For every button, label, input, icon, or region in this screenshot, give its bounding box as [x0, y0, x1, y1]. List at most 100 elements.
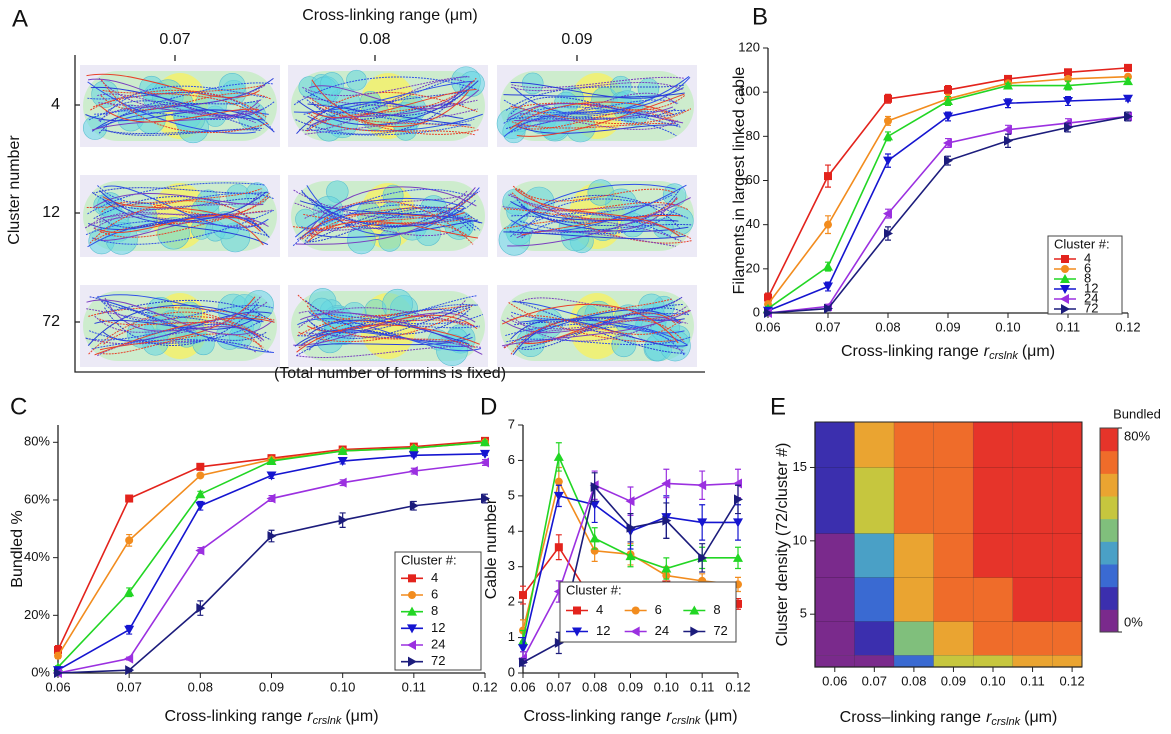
- marker: [519, 657, 528, 668]
- marker: [266, 493, 276, 504]
- y-axis-label: Cable number: [483, 498, 500, 599]
- filament: [301, 206, 481, 231]
- marker: [884, 116, 892, 125]
- marker: [408, 451, 419, 461]
- y-tick-label: 100: [738, 84, 760, 99]
- heatmap-cell: [893, 533, 934, 578]
- heatmap-cell: [893, 621, 934, 656]
- x-axis-label: Cross-linking range rcrslnk (μm): [841, 343, 1055, 362]
- filament: [503, 298, 673, 349]
- marker: [553, 491, 564, 501]
- filament: [311, 79, 469, 128]
- marker: [572, 627, 582, 637]
- heatmap-cell: [1012, 533, 1053, 578]
- filament: [87, 304, 261, 346]
- x-label-unit: (μm): [345, 708, 378, 725]
- x-tick-label: 0.11: [1056, 319, 1080, 334]
- x-tick-label: 0.10: [995, 319, 1020, 334]
- marker: [589, 533, 600, 543]
- legend-label: 24: [655, 623, 669, 638]
- x-label-subscript: crslnk: [991, 716, 1020, 728]
- filament: [102, 213, 271, 239]
- filament: [510, 315, 682, 335]
- marker: [337, 445, 348, 455]
- y-tick-label: 40: [746, 216, 760, 231]
- marker: [267, 531, 277, 542]
- legend-box: [559, 581, 737, 643]
- filament: [302, 76, 470, 96]
- marker: [196, 471, 205, 480]
- filament: [303, 110, 475, 125]
- heatmap-cell: [1012, 421, 1053, 468]
- colorbar-frame: [1099, 427, 1119, 633]
- marker: [1061, 265, 1069, 273]
- filament: [99, 190, 267, 222]
- legend-label: 72: [1084, 300, 1098, 315]
- legend-label: 12: [1084, 280, 1098, 295]
- row-label: 72: [42, 313, 60, 330]
- filament: [300, 312, 483, 355]
- marker: [824, 172, 832, 181]
- filament: [103, 185, 269, 229]
- heatmap-cell: [814, 467, 855, 534]
- filament: [310, 88, 477, 119]
- filament: [510, 105, 692, 125]
- y-tick-label: 4: [508, 523, 515, 538]
- marker: [625, 496, 635, 507]
- marker: [266, 471, 277, 481]
- x-tick-label: 0.06: [45, 679, 70, 694]
- x-tick-label: 0.10: [330, 679, 355, 694]
- colorbar-tick-label: 80%: [1124, 428, 1150, 443]
- filament: [306, 77, 477, 132]
- filament: [511, 187, 682, 227]
- filament: [510, 82, 684, 92]
- filament: [505, 323, 676, 344]
- x-tick-label: 0.10: [654, 679, 679, 694]
- filament: [91, 339, 272, 353]
- filament: [518, 94, 686, 120]
- marker: [125, 494, 134, 503]
- x-tick-label: 0.06: [822, 673, 847, 688]
- panel-a-ticks: [75, 55, 578, 323]
- filament: [88, 311, 263, 355]
- filament: [518, 188, 692, 244]
- marker: [883, 208, 892, 219]
- heatmap-cell: [972, 421, 1014, 468]
- y-tick-label: 60%: [24, 491, 50, 506]
- filament: [508, 302, 674, 343]
- cluster: [637, 78, 660, 100]
- cluster: [587, 179, 614, 206]
- filament: [510, 309, 690, 355]
- marker: [407, 640, 416, 650]
- filament: [102, 333, 264, 355]
- x-tick-label: 0.06: [755, 319, 780, 334]
- heatmap-cell: [933, 655, 974, 668]
- legend-label: 4: [1084, 250, 1091, 265]
- filament: [84, 216, 267, 229]
- cluster: [309, 297, 334, 322]
- x-tick-label: 0.11: [1020, 673, 1044, 688]
- legend-label: 4: [431, 570, 438, 585]
- marker: [407, 624, 417, 634]
- filament: [308, 319, 470, 345]
- heatmap-cell: [854, 655, 895, 668]
- filament: [92, 193, 264, 209]
- legend-label: 4: [596, 602, 603, 617]
- filament: [305, 300, 471, 335]
- marker: [195, 489, 206, 499]
- x-tick-label: 0.12: [1059, 673, 1084, 688]
- marker: [54, 645, 62, 654]
- marker: [195, 501, 206, 511]
- heatmap-cell: [1052, 621, 1083, 656]
- y-tick-label: 80%: [24, 434, 50, 449]
- x-label-symbol: r: [986, 709, 992, 726]
- filament: [511, 121, 675, 129]
- legend-label: 6: [431, 586, 438, 601]
- heatmap-cell: [933, 577, 974, 622]
- marker: [1064, 68, 1072, 77]
- x-tick-label: 0.11: [402, 679, 426, 694]
- panel-label: A: [12, 5, 28, 32]
- heatmap-cell: [893, 577, 934, 622]
- marker: [698, 552, 708, 563]
- marker: [1123, 94, 1133, 104]
